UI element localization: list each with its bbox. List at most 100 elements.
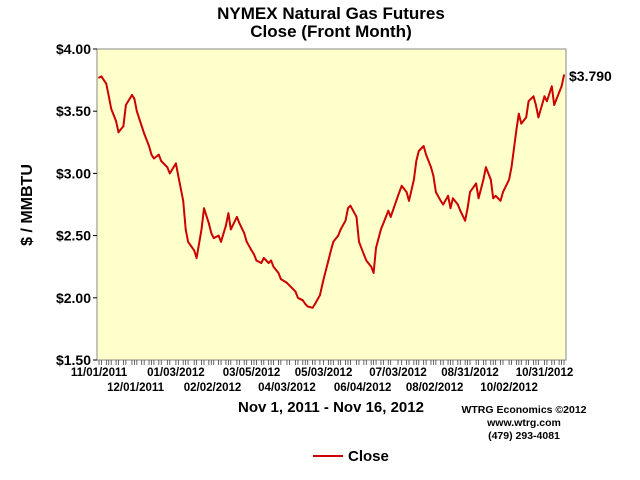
x-tick-label-upper: 03/05/2012 bbox=[223, 367, 281, 379]
data-point bbox=[375, 247, 377, 249]
data-point bbox=[238, 222, 241, 225]
data-point bbox=[332, 240, 335, 243]
data-point bbox=[362, 253, 365, 256]
data-point bbox=[297, 296, 299, 299]
data-point bbox=[452, 197, 454, 200]
x-tick-label-lower: 08/02/2012 bbox=[406, 382, 464, 394]
data-point bbox=[387, 209, 390, 212]
data-point bbox=[306, 305, 309, 308]
data-point bbox=[442, 203, 445, 206]
data-point bbox=[535, 104, 537, 106]
data-point bbox=[193, 249, 196, 252]
y-tick-label: $3.00 bbox=[56, 165, 91, 181]
data-point bbox=[517, 112, 520, 115]
data-point bbox=[459, 209, 462, 212]
data-point bbox=[412, 178, 415, 181]
data-point bbox=[553, 104, 556, 106]
data-point bbox=[153, 157, 155, 160]
data-point bbox=[124, 104, 127, 106]
data-point bbox=[389, 216, 392, 218]
x-tick-label-lower: 02/02/2012 bbox=[184, 382, 242, 394]
data-point bbox=[148, 145, 150, 147]
data-point bbox=[150, 153, 153, 156]
data-point bbox=[408, 199, 410, 202]
credit-line-3: (479) 293-4081 bbox=[488, 430, 560, 442]
x-tick-label-lower: 06/04/2012 bbox=[334, 382, 392, 394]
data-point bbox=[253, 253, 255, 256]
data-point bbox=[236, 216, 238, 218]
plot-area bbox=[96, 48, 567, 361]
data-point bbox=[270, 259, 272, 262]
data-point bbox=[543, 95, 546, 98]
chart-subtitle: Close (Front Month) bbox=[250, 22, 411, 41]
legend: Close bbox=[313, 448, 389, 465]
data-point bbox=[245, 240, 248, 243]
data-point bbox=[484, 166, 487, 169]
data-point bbox=[182, 199, 185, 202]
data-point bbox=[200, 228, 203, 231]
x-tick-label-lower: 10/02/2012 bbox=[480, 382, 538, 394]
data-point bbox=[122, 125, 125, 128]
data-point bbox=[469, 191, 471, 193]
end-value-label: $3.790 bbox=[569, 68, 612, 84]
data-point bbox=[477, 197, 480, 200]
data-point bbox=[210, 232, 213, 235]
x-tick-label-lower: 12/01/2011 bbox=[107, 382, 165, 394]
data-point bbox=[434, 191, 437, 193]
data-point bbox=[195, 257, 198, 259]
data-point bbox=[117, 131, 120, 134]
data-point bbox=[464, 219, 467, 222]
y-axis: $1.50 $2.00 $2.50 $3.00 $3.50 $4.00 bbox=[56, 41, 97, 368]
data-point bbox=[550, 85, 553, 88]
data-point bbox=[133, 97, 136, 100]
chart-title: NYMEX Natural Gas Futures bbox=[217, 4, 445, 23]
y-tick-label: $4.00 bbox=[56, 41, 91, 57]
data-point bbox=[131, 94, 133, 96]
x-tick-label-upper: 11/01/2011 bbox=[71, 367, 128, 379]
y-tick-label: $1.50 bbox=[56, 352, 91, 368]
data-point bbox=[187, 240, 189, 243]
data-point bbox=[380, 228, 382, 231]
data-point bbox=[489, 178, 492, 181]
data-point bbox=[525, 116, 528, 119]
data-point bbox=[207, 222, 210, 225]
data-point bbox=[537, 116, 540, 119]
x-tick-label-upper: 01/03/2012 bbox=[147, 367, 205, 379]
data-point bbox=[430, 166, 432, 169]
data-point bbox=[475, 182, 478, 185]
data-point bbox=[439, 199, 442, 202]
data-point bbox=[397, 194, 399, 197]
y-tick-label: $2.50 bbox=[56, 228, 91, 244]
data-point bbox=[339, 228, 342, 231]
data-point bbox=[277, 272, 280, 274]
data-point bbox=[288, 284, 291, 287]
data-point bbox=[560, 85, 563, 88]
data-point bbox=[415, 160, 418, 162]
data-point bbox=[370, 265, 373, 268]
data-point bbox=[166, 166, 169, 169]
data-point bbox=[168, 172, 171, 175]
data-point bbox=[279, 278, 282, 281]
data-point bbox=[174, 162, 177, 165]
data-point bbox=[105, 82, 108, 85]
legend-label-close: Close bbox=[348, 448, 389, 465]
data-point bbox=[262, 257, 265, 259]
data-point bbox=[432, 174, 435, 177]
data-point bbox=[502, 191, 504, 193]
y-axis-label: $ / MMBTU bbox=[19, 164, 36, 246]
data-point bbox=[494, 194, 497, 197]
data-point bbox=[515, 128, 518, 131]
data-point bbox=[110, 107, 113, 110]
data-point bbox=[217, 234, 220, 237]
data-point bbox=[466, 207, 469, 210]
data-point bbox=[229, 228, 232, 231]
data-point bbox=[329, 249, 332, 252]
data-point bbox=[243, 232, 246, 235]
data-point bbox=[358, 240, 360, 243]
data-point bbox=[327, 259, 330, 262]
data-point bbox=[177, 174, 180, 177]
y-tick-label: $2.00 bbox=[56, 290, 91, 306]
data-point bbox=[160, 160, 163, 162]
data-point bbox=[304, 303, 307, 305]
data-point bbox=[349, 204, 352, 207]
